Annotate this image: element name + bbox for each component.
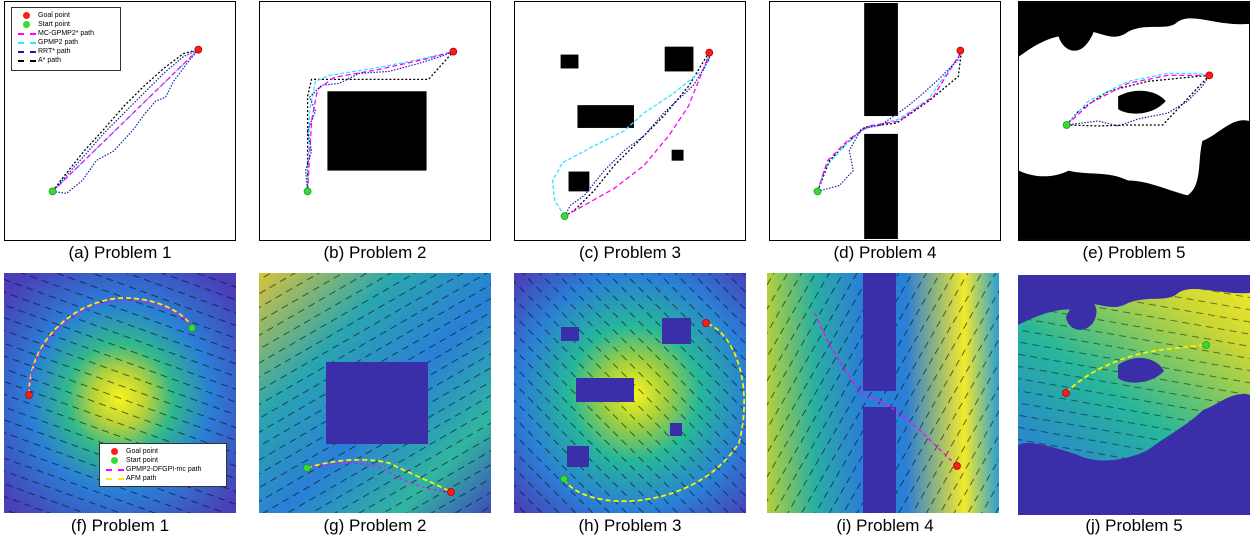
- plot-problem-1-top: [48, 45, 203, 196]
- legend-bottom: Goal point Start point GPMP2-DFGPI-mc pa…: [99, 443, 227, 487]
- caption-d: (d) Problem 4: [833, 243, 937, 262]
- legend-gpmp2: GPMP2 path: [16, 38, 116, 47]
- caption-a: (a) Problem 1: [68, 243, 172, 262]
- panel-g: [259, 273, 491, 513]
- panel-j: [1018, 275, 1250, 515]
- caption-b: (b) Problem 2: [323, 243, 427, 262]
- field-problem-3: [514, 273, 746, 513]
- field-problem-2: [259, 273, 491, 513]
- panel-b: [259, 1, 491, 241]
- panel-i: [767, 273, 999, 513]
- legend-gpmp2-dfgpi: GPMP2-DFGPI-mc path: [104, 465, 222, 474]
- legend-mc-gpmp2: MC-GPMP2* path: [16, 29, 116, 38]
- legend-goal: Goal point: [16, 11, 116, 20]
- legend-astar: A* path: [16, 56, 116, 65]
- plot-problem-4-top: [813, 3, 965, 239]
- panel-e: [1018, 1, 1250, 241]
- plot-problem-2-top: [303, 47, 458, 196]
- caption-h: (h) Problem 3: [578, 516, 682, 535]
- field-problem-5: [1018, 275, 1250, 515]
- legend-goal-bottom: Goal point: [104, 447, 222, 456]
- panel-h: [514, 273, 746, 513]
- panel-d: [769, 1, 1001, 241]
- caption-j: (j) Problem 5: [1085, 516, 1183, 535]
- caption-f: (f) Problem 1: [70, 516, 170, 535]
- legend-top: Goal point Start point MC-GPMP2* path GP…: [11, 7, 121, 71]
- field-problem-4: [767, 273, 999, 513]
- caption-e: (e) Problem 5: [1082, 243, 1186, 262]
- caption-i: (i) Problem 4: [836, 516, 934, 535]
- plot-problem-5-top: [1019, 2, 1249, 240]
- legend-rrt: RRT* path: [16, 47, 116, 56]
- legend-start-bottom: Start point: [104, 456, 222, 465]
- caption-c: (c) Problem 3: [578, 243, 682, 262]
- legend-afm: AFM path: [104, 474, 222, 483]
- caption-g: (g) Problem 2: [323, 516, 427, 535]
- legend-start: Start point: [16, 20, 116, 29]
- panel-f: Goal point Start point GPMP2-DFGPI-mc pa…: [4, 273, 236, 513]
- plot-problem-3-top: [552, 46, 714, 221]
- panel-a: Goal point Start point MC-GPMP2* path GP…: [4, 1, 236, 241]
- panel-c: [514, 1, 746, 241]
